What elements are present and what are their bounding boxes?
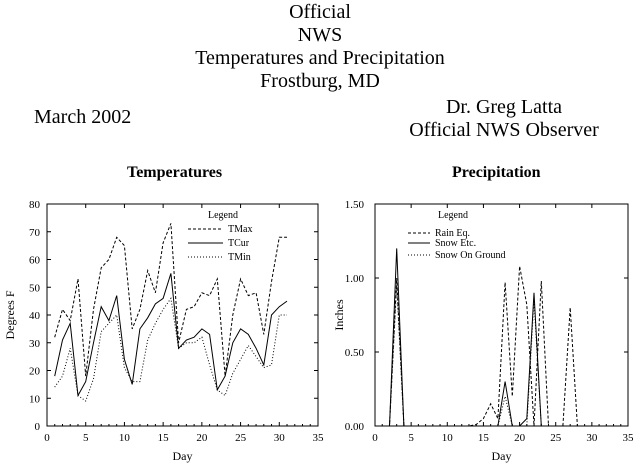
observer-role: Official NWS Observer [409,119,599,141]
temp-legend-title: Legend [208,210,238,221]
title-line-4: Frostburg, MD [260,70,380,92]
temp-x-tick-label: 25 [235,432,247,444]
temp-y-tick-label: 70 [29,227,41,239]
precip-legend-label: Rain Eq. [435,228,470,239]
temp-y-tick-label: 40 [29,310,41,322]
precip-x-tick-label: 30 [586,432,598,444]
precip-series-rain-eq- [382,266,600,427]
precip-x-axis-label: Day [492,449,512,463]
precip-x-tick-label: 10 [442,432,454,444]
precip-legend-label: Snow Etc. [435,238,476,249]
temp-y-tick-label: 60 [29,255,41,267]
precip-x-tick-label: 15 [478,432,490,444]
precip-x-tick-label: 35 [623,432,635,444]
temp-plot-frame [46,203,319,427]
temp-y-tick-label: 0 [35,421,41,433]
precipitation-chart-title: Precipitation [452,164,541,181]
precip-y-axis-label: Inches [332,299,346,331]
temp-x-tick-label: 20 [196,432,208,444]
temp-y-tick-label: 80 [29,199,41,211]
temp-legend-label: TMin [228,252,251,263]
report-title: Official NWS Temperatures and Precipitat… [0,1,640,93]
precip-x-tick-label: 0 [372,432,378,444]
temp-y-tick-label: 50 [29,282,41,294]
precip-series-snow-etc- [382,248,600,427]
temp-series-tmin [54,297,287,402]
temp-y-tick-label: 10 [29,393,41,405]
temp-x-tick-label: 15 [158,432,170,444]
observer-info: Dr. Greg Latta Official NWS Observer [384,96,624,142]
temperature-chart-title: Temperatures [127,164,223,181]
precip-y-tick-label: 1.50 [345,199,365,211]
precip-x-tick-label: 20 [514,432,526,444]
precip-x-tick-label: 25 [550,432,562,444]
temp-x-tick-label: 30 [274,432,286,444]
precip-plot-frame [374,203,629,427]
precip-y-tick-label: 0.50 [345,347,365,359]
temp-x-axis-label: Day [173,449,193,463]
precip-legend-title: Legend [438,210,468,221]
temp-y-tick-label: 30 [29,338,41,350]
precip-x-tick-label: 5 [408,432,414,444]
observer-name: Dr. Greg Latta [445,96,563,118]
title-line-2: NWS [297,24,343,46]
temp-legend-label: TCur [228,238,250,249]
temp-x-tick-label: 10 [119,432,131,444]
temp-series-tmax [54,223,287,377]
precip-y-tick-label: 0.00 [345,421,365,433]
temp-y-tick-label: 20 [29,366,41,378]
month-label: March 2002 [34,106,132,128]
temp-legend-label: TMax [228,224,252,235]
temp-x-tick-label: 5 [83,432,89,444]
title-line-1: Official [289,1,351,23]
temp-x-tick-label: 35 [313,432,325,444]
temp-series-tcur [54,273,288,398]
temp-y-axis-label: Degrees F [3,290,17,339]
precip-y-tick-label: 1.00 [345,273,365,285]
precip-series-snow-on-ground [382,285,600,427]
title-line-3: Temperatures and Precipitation [195,47,445,69]
precip-legend-label: Snow On Ground [435,250,506,261]
temp-x-tick-label: 0 [44,432,50,444]
